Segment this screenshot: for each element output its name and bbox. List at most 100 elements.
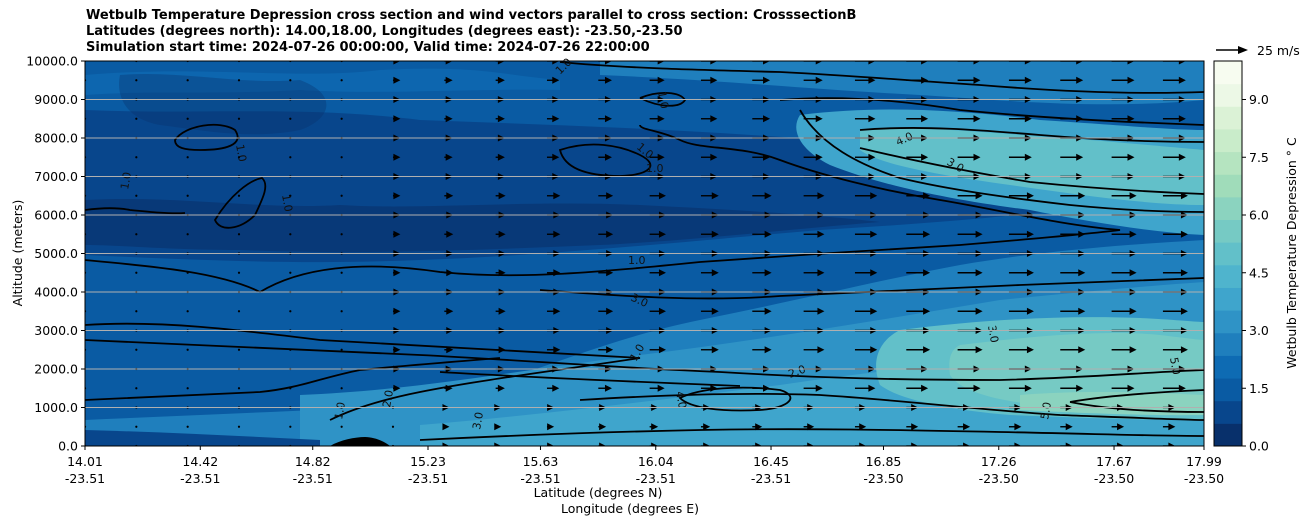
wind-vector-head (1026, 269, 1034, 277)
wind-vector-head (710, 384, 718, 392)
wind-vector-head (498, 269, 506, 277)
contour-line-1-bottom (85, 357, 501, 401)
wind-vector-head (755, 423, 763, 431)
colorbar-segment (1214, 332, 1242, 356)
wind-vector-head (859, 423, 867, 431)
wind-vector-head (815, 153, 823, 161)
wind-vector-head (552, 61, 560, 65)
wind-vector-head (1127, 384, 1135, 392)
colorbar-tick-label: 0.0 (1249, 439, 1269, 454)
wind-vector-head (445, 153, 453, 161)
wind-vector-dot (237, 387, 241, 390)
wind-vector-head (1127, 153, 1135, 161)
contour-label-1-left: 1.0 (118, 171, 134, 190)
wind-vector-head (658, 346, 666, 354)
wind-vector-dot (340, 271, 343, 274)
chart-title-line-2: Latitudes (degrees north): 14.00,18.00, … (86, 24, 683, 39)
wind-vector-head (1127, 76, 1135, 84)
wind-vector-dot (340, 79, 343, 82)
wind-vector-head (817, 346, 825, 354)
colorbar-segment (1214, 219, 1242, 243)
wind-vector-head (604, 384, 612, 392)
wind-vector-head (975, 230, 983, 238)
wind-vector-dot (135, 348, 138, 351)
wind-vector-head (1024, 61, 1032, 65)
x-tick-label-lon: -23.51 (520, 471, 560, 486)
x-tick-label-lon: -23.51 (408, 471, 448, 486)
x-tick-label-lon: -23.51 (636, 471, 676, 486)
contour-label-3-bottom: 3.0 (470, 411, 486, 430)
wind-vector-head (1076, 153, 1084, 161)
wind-vector-head (921, 384, 929, 392)
wind-vector-head (1026, 346, 1034, 354)
wind-vector-head (599, 423, 607, 431)
wind-vector-head (1168, 442, 1176, 446)
wind-vector-dot (289, 425, 292, 428)
wind-vector-head (552, 76, 560, 84)
wind-vector-dot (237, 425, 241, 428)
wind-vector-head (923, 346, 931, 354)
wind-vector-head (923, 307, 931, 315)
wind-vector-head (446, 192, 454, 200)
wind-vector-head (815, 61, 823, 65)
wind-vector-head (973, 384, 981, 392)
wind-vector-head (921, 153, 929, 161)
colorbar-tick-label: 3.0 (1249, 323, 1269, 338)
wind-vector-head (604, 76, 612, 84)
wind-vector-head (445, 115, 453, 123)
wind-vector-head (764, 269, 772, 277)
wind-vector-dot (186, 348, 189, 351)
wind-vector-head (498, 307, 506, 315)
wind-vector-dot (237, 348, 241, 351)
wind-vector-head (1178, 76, 1186, 84)
wind-vector-head (657, 61, 665, 65)
y-tick-label: 7000.0 (34, 169, 78, 184)
wind-vector-head (703, 442, 711, 446)
wind-vector-head (817, 192, 825, 200)
wind-vector-head (445, 61, 453, 65)
x-tick-label-lat: 14.01 (67, 454, 103, 469)
contour-label-1-mid-b: 1.0 (646, 162, 664, 175)
colorbar-segment (1214, 355, 1242, 379)
wind-vector-dot (186, 271, 189, 274)
x-tick-label-lon: -23.50 (1184, 471, 1224, 486)
x-tick-label-lat: 17.26 (981, 454, 1017, 469)
wind-vector-head (1078, 269, 1086, 277)
wind-vector-dot (289, 233, 292, 236)
wind-vector-head (1168, 423, 1176, 431)
y-tick-label: 6000.0 (34, 208, 78, 223)
wind-vector-head (921, 76, 929, 84)
colorbar-segment (1214, 151, 1242, 175)
wind-vector-head (606, 346, 614, 354)
contour-label-4-lower: 4.0 (673, 390, 689, 409)
wind-vector-head (604, 115, 612, 123)
wind-vector-head (870, 192, 878, 200)
wind-vector-head (1014, 442, 1022, 446)
wind-vector-dot (186, 233, 189, 236)
wind-vector-head (498, 346, 506, 354)
wind-vector-dot (340, 233, 343, 236)
wind-vector-head (393, 76, 401, 84)
wind-vector-dot (135, 156, 138, 159)
wind-vector-head (975, 269, 983, 277)
wind-vector-head (711, 269, 719, 277)
wind-vector-head (923, 230, 931, 238)
colorbar-segment (1214, 242, 1242, 266)
wind-vector-head (552, 115, 560, 123)
wind-vector-head (710, 76, 718, 84)
wind-vector-dot (135, 425, 138, 428)
wind-vector-dot (391, 425, 395, 428)
x-tick-label-lat: 16.45 (753, 454, 789, 469)
wind-vector-dot (289, 194, 292, 197)
wind-vector-dot (289, 271, 292, 274)
wind-vector-dot (186, 310, 189, 313)
wind-vector-head (393, 384, 401, 392)
wind-vector-head (1178, 61, 1186, 65)
horizontal-gridlines (85, 99, 1204, 408)
wind-vector-head (921, 115, 929, 123)
wind-vector-dot (237, 271, 241, 274)
colorbar-segment (1214, 264, 1242, 288)
wind-vector-head (1129, 192, 1137, 200)
x-axis-label-longitude: Longitude (degrees E) (561, 501, 699, 516)
contour-label-1-mid-c: 1.0 (628, 254, 646, 267)
